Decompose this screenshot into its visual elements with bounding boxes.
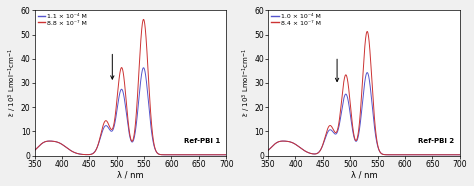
- Legend: 1.1 × 10⁻⁴ M, 8.8 × 10⁻⁷ M: 1.1 × 10⁻⁴ M, 8.8 × 10⁻⁷ M: [36, 12, 88, 27]
- X-axis label: λ / nm: λ / nm: [117, 170, 144, 179]
- 1.1 × 10⁻⁴ M: [54, 141, 59, 143]
- 8.8 × 10⁻⁷ M: [105, 122, 111, 124]
- Y-axis label: $\bar{\varepsilon}$ / 10$^3$ Lmol$^{-1}$cm$^{-1}$: $\bar{\varepsilon}$ / 10$^3$ Lmol$^{-1}$…: [240, 49, 253, 118]
- Legend: 1.0 × 10⁻⁴ M, 8.4 × 10⁻⁷ M: 1.0 × 10⁻⁴ M, 8.4 × 10⁻⁷ M: [270, 12, 322, 27]
- 8.4 × 10⁻⁷ M: [299, 147, 304, 150]
- 8.4 × 10⁻⁷ M: [265, 149, 271, 152]
- 8.4 × 10⁻⁷ M: [339, 100, 345, 102]
- 8.8 × 10⁻⁷ M: [54, 141, 59, 143]
- 1.1 × 10⁻⁴ M: [65, 147, 71, 150]
- 1.0 × 10⁻⁴ M: [457, 154, 463, 156]
- 8.8 × 10⁻⁷ M: [220, 154, 226, 156]
- 8.4 × 10⁻⁷ M: [453, 154, 459, 156]
- 8.8 × 10⁻⁷ M: [32, 149, 37, 152]
- 8.8 × 10⁻⁷ M: [113, 105, 119, 107]
- 1.1 × 10⁻⁴ M: [141, 67, 146, 69]
- 1.0 × 10⁻⁴ M: [339, 110, 345, 112]
- 8.4 × 10⁻⁷ M: [347, 99, 353, 101]
- 1.1 × 10⁻⁴ M: [186, 154, 191, 156]
- 8.8 × 10⁻⁷ M: [223, 154, 229, 156]
- 1.0 × 10⁻⁴ M: [433, 154, 438, 156]
- 1.1 × 10⁻⁴ M: [113, 113, 119, 116]
- 1.1 × 10⁻⁴ M: [199, 154, 205, 156]
- 8.4 × 10⁻⁷ M: [365, 30, 370, 33]
- 1.1 × 10⁻⁴ M: [32, 149, 37, 152]
- 1.0 × 10⁻⁴ M: [453, 154, 459, 156]
- 1.0 × 10⁻⁴ M: [287, 141, 293, 143]
- 1.0 × 10⁻⁴ M: [299, 147, 304, 150]
- 8.8 × 10⁻⁷ M: [183, 154, 189, 156]
- Text: Ref-PBI 2: Ref-PBI 2: [418, 138, 454, 144]
- 1.0 × 10⁻⁴ M: [365, 71, 370, 74]
- X-axis label: λ / nm: λ / nm: [351, 170, 377, 179]
- 8.4 × 10⁻⁷ M: [457, 154, 463, 156]
- Line: 8.4 × 10⁻⁷ M: 8.4 × 10⁻⁷ M: [268, 31, 460, 155]
- Text: Ref-PBI 1: Ref-PBI 1: [184, 138, 220, 144]
- 1.1 × 10⁻⁴ M: [220, 154, 226, 156]
- 8.4 × 10⁻⁷ M: [287, 141, 293, 143]
- 1.0 × 10⁻⁴ M: [265, 149, 271, 152]
- Y-axis label: $\bar{\varepsilon}$ / 10$^3$ Lmol$^{-1}$cm$^{-1}$: $\bar{\varepsilon}$ / 10$^3$ Lmol$^{-1}$…: [7, 49, 19, 118]
- 8.8 × 10⁻⁷ M: [141, 18, 146, 20]
- 8.8 × 10⁻⁷ M: [65, 147, 71, 150]
- Line: 1.1 × 10⁻⁴ M: 1.1 × 10⁻⁴ M: [35, 68, 226, 155]
- 1.0 × 10⁻⁴ M: [410, 154, 415, 156]
- 8.4 × 10⁻⁷ M: [433, 154, 438, 156]
- Line: 8.8 × 10⁻⁷ M: 8.8 × 10⁻⁷ M: [35, 19, 226, 155]
- 1.1 × 10⁻⁴ M: [105, 126, 111, 128]
- Line: 1.0 × 10⁻⁴ M: 1.0 × 10⁻⁴ M: [268, 73, 460, 155]
- 8.4 × 10⁻⁷ M: [407, 154, 413, 156]
- 8.8 × 10⁻⁷ M: [199, 154, 205, 156]
- 1.1 × 10⁻⁴ M: [223, 154, 229, 156]
- 1.0 × 10⁻⁴ M: [347, 110, 353, 113]
